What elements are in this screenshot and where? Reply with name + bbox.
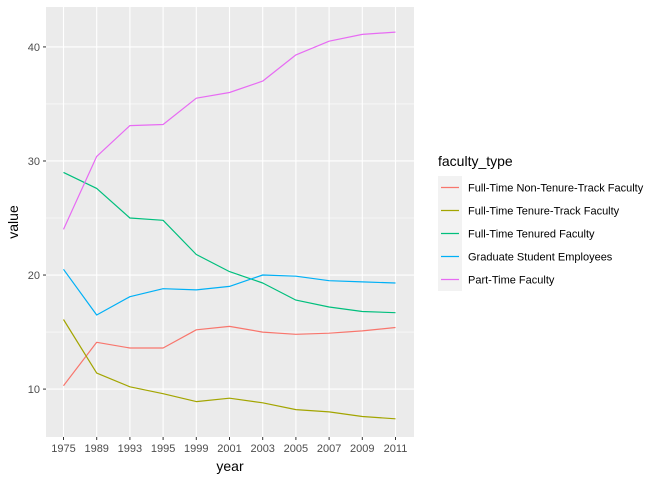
grid-major (46, 7, 414, 437)
x-tick-label: 2003 (250, 443, 274, 455)
series-line (62, 31, 396, 230)
x-axis-ticks: 1975 1989 1993 1995 1999 2001 2003 2005 2007 2009… (51, 437, 407, 455)
legend-title: faculty_type (438, 153, 513, 169)
series-line (63, 268, 396, 316)
x-tick-label: 2009 (350, 443, 374, 455)
x-tick-label: 1999 (184, 443, 208, 455)
x-tick-label: 2001 (217, 443, 241, 455)
legend-label: Part-Time Faculty (468, 275, 555, 287)
x-tick-label: 1975 (51, 443, 75, 455)
legend-label: Full-Time Tenure-Track Faculty (468, 206, 620, 218)
x-tick-label: 1993 (118, 443, 142, 455)
y-tick-label: 40 (28, 42, 40, 54)
series-line (63, 325, 396, 387)
x-tick-label: 2007 (317, 443, 341, 455)
y-tick-label: 20 (28, 270, 40, 282)
x-tick-label: 1995 (151, 443, 175, 455)
y-tick-label: 30 (28, 156, 40, 168)
x-axis-title: year (216, 458, 244, 474)
series-line (63, 171, 396, 314)
y-tick-label: 10 (28, 384, 40, 396)
legend-label: Full-Time Tenured Faculty (468, 229, 595, 241)
legend-label: Graduate Student Employees (468, 252, 613, 264)
y-axis-ticks: 10 20 30 40 (28, 42, 46, 396)
x-tick-label: 2005 (284, 443, 308, 455)
x-tick-label: 2011 (384, 443, 408, 455)
y-axis-title: value (5, 205, 21, 239)
series-line (62, 319, 396, 420)
legend-label: Full-Time Non-Tenure-Track Faculty (468, 183, 644, 195)
series-lines (62, 31, 396, 420)
x-tick-label: 1989 (84, 443, 108, 455)
legend: Full-Time Non-Tenure-Track Faculty Full-T… (438, 176, 644, 291)
